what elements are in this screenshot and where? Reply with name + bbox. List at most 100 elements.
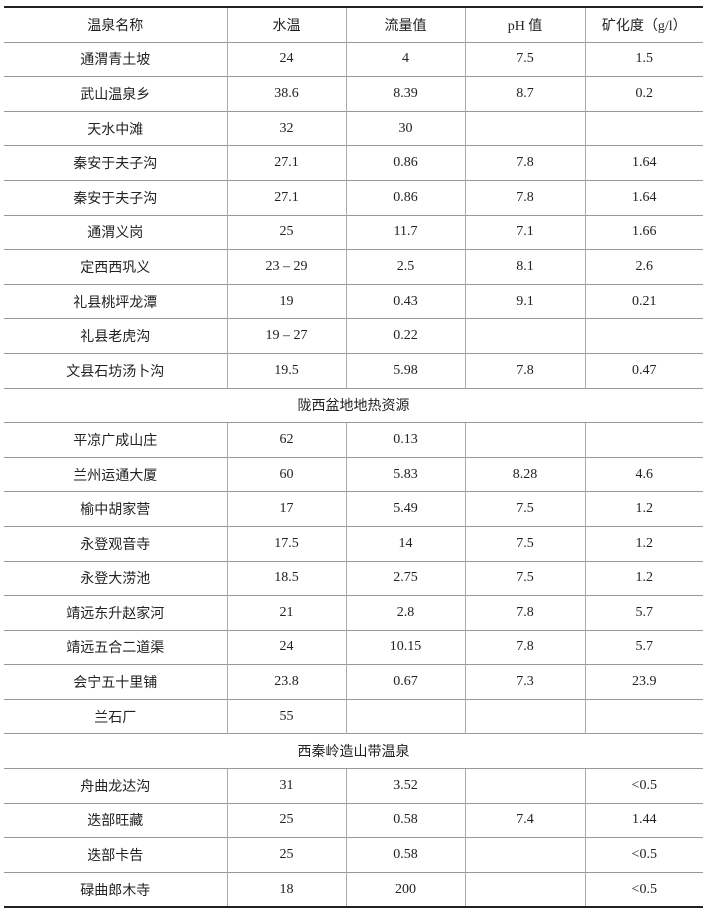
cell-mineralization: 5.7 [584, 629, 703, 665]
cell-water-temp: 18.5 [226, 560, 346, 596]
cell-ph [464, 110, 585, 146]
cell-name: 天水中滩 [4, 110, 227, 146]
cell-flow: 0.86 [345, 179, 465, 216]
cell-ph: 7.8 [464, 352, 585, 389]
cell-ph: 8.28 [464, 456, 585, 492]
cell-water-temp: 25 [226, 837, 346, 873]
hot-spring-table: 温泉名称 水温 流量值 pH 值 矿化度（g/l） 通渭青土坡 24 4 7.5 1.5… [4, 6, 703, 909]
cell-ph [464, 422, 585, 458]
table-row: 通渭义岗 25 11.7 7.1 1.66 [4, 214, 703, 250]
cell-ph [464, 837, 585, 873]
cell-mineralization: 5.7 [584, 595, 703, 631]
cell-mineralization [584, 422, 703, 458]
header-water-temp: 水温 [226, 7, 346, 43]
cell-flow: 14 [345, 525, 465, 561]
table-row: 兰州运通大厦 60 5.83 8.28 4.6 [4, 456, 703, 492]
cell-ph: 7.5 [464, 560, 585, 596]
table-row: 礼县老虎沟 19 – 27 0.22 [4, 318, 703, 354]
cell-mineralization: 1.66 [584, 214, 703, 250]
cell-mineralization: 0.21 [584, 283, 703, 319]
cell-flow: 0.58 [345, 837, 465, 873]
table-row: 秦安于夫子沟 27.1 0.86 7.8 1.64 [4, 145, 703, 181]
cell-name: 兰石厂 [4, 698, 227, 734]
cell-water-temp: 27.1 [226, 179, 346, 216]
cell-flow: 0.86 [345, 145, 465, 181]
table-row: 秦安于夫子沟 27.1 0.86 7.8 1.64 [4, 179, 703, 216]
cell-name: 通渭青土坡 [4, 41, 227, 77]
cell-name: 兰州运通大厦 [4, 456, 227, 492]
cell-flow: 3.52 [345, 768, 465, 804]
cell-ph: 7.5 [464, 525, 585, 561]
cell-flow: 0.58 [345, 802, 465, 838]
cell-name: 平凉广成山庄 [4, 422, 227, 458]
cell-ph: 7.5 [464, 41, 585, 77]
cell-ph [464, 871, 585, 908]
cell-name: 永登大涝池 [4, 560, 227, 596]
cell-name: 秦安于夫子沟 [4, 145, 227, 181]
cell-name: 文县石坊汤卜沟 [4, 352, 227, 389]
cell-mineralization: 0.47 [584, 352, 703, 389]
table-row: 永登大涝池 18.5 2.75 7.5 1.2 [4, 560, 703, 596]
section-title: 西秦岭造山带温泉 [4, 733, 703, 769]
cell-flow: 8.39 [345, 76, 465, 112]
cell-water-temp: 17 [226, 491, 346, 527]
cell-mineralization: 1.2 [584, 491, 703, 527]
cell-water-temp: 27.1 [226, 145, 346, 181]
cell-flow: 0.43 [345, 283, 465, 319]
table-row: 天水中滩 32 30 [4, 110, 703, 146]
cell-water-temp: 60 [226, 456, 346, 492]
table-row: 兰石厂 55 [4, 698, 703, 734]
cell-ph: 7.5 [464, 491, 585, 527]
cell-ph: 7.1 [464, 214, 585, 250]
table-row: 永登观音寺 17.5 14 7.5 1.2 [4, 525, 703, 561]
cell-ph: 8.7 [464, 76, 585, 112]
cell-name: 迭部卡告 [4, 837, 227, 873]
cell-name: 永登观音寺 [4, 525, 227, 561]
cell-name: 定西西巩义 [4, 249, 227, 285]
cell-ph: 7.3 [464, 664, 585, 700]
table-row: 通渭青土坡 24 4 7.5 1.5 [4, 41, 703, 77]
cell-flow: 0.67 [345, 664, 465, 700]
table-row: 平凉广成山庄 62 0.13 [4, 422, 703, 458]
cell-name: 舟曲龙达沟 [4, 768, 227, 804]
cell-flow: 4 [345, 41, 465, 77]
cell-name: 碌曲郎木寺 [4, 871, 227, 908]
cell-mineralization: 2.6 [584, 249, 703, 285]
cell-water-temp: 19 – 27 [226, 318, 346, 354]
cell-flow: 0.13 [345, 422, 465, 458]
table-row: 会宁五十里铺 23.8 0.67 7.3 23.9 [4, 664, 703, 700]
cell-mineralization: <0.5 [584, 768, 703, 804]
cell-flow: 30 [345, 110, 465, 146]
cell-name: 榆中胡家营 [4, 491, 227, 527]
table-row: 武山温泉乡 38.6 8.39 8.7 0.2 [4, 76, 703, 112]
cell-flow: 2.5 [345, 249, 465, 285]
table-row: 舟曲龙达沟 31 3.52 <0.5 [4, 768, 703, 804]
cell-name: 武山温泉乡 [4, 76, 227, 112]
cell-ph [464, 698, 585, 734]
cell-mineralization: 1.64 [584, 179, 703, 216]
cell-water-temp: 24 [226, 629, 346, 665]
cell-ph: 7.8 [464, 179, 585, 216]
table-row: 榆中胡家营 17 5.49 7.5 1.2 [4, 491, 703, 527]
cell-water-temp: 21 [226, 595, 346, 631]
cell-water-temp: 23 – 29 [226, 249, 346, 285]
cell-flow: 2.8 [345, 595, 465, 631]
cell-mineralization: 1.2 [584, 525, 703, 561]
cell-water-temp: 31 [226, 768, 346, 804]
section-row: 西秦岭造山带温泉 [4, 733, 703, 769]
table-row: 靖远东升赵家河 21 2.8 7.8 5.7 [4, 595, 703, 631]
table-body: 温泉名称 水温 流量值 pH 值 矿化度（g/l） 通渭青土坡 24 4 7.5 1.5… [4, 7, 703, 908]
section-title: 陇西盆地地热资源 [4, 387, 703, 423]
cell-water-temp: 23.8 [226, 664, 346, 700]
cell-name: 会宁五十里铺 [4, 664, 227, 700]
cell-mineralization [584, 698, 703, 734]
cell-mineralization: 1.64 [584, 145, 703, 181]
cell-name: 靖远五合二道渠 [4, 629, 227, 665]
cell-water-temp: 32 [226, 110, 346, 146]
table-row: 文县石坊汤卜沟 19.5 5.98 7.8 0.47 [4, 352, 703, 389]
cell-mineralization [584, 110, 703, 146]
cell-ph: 7.8 [464, 595, 585, 631]
cell-water-temp: 18 [226, 871, 346, 908]
cell-water-temp: 19 [226, 283, 346, 319]
header-ph: pH 值 [464, 7, 585, 43]
